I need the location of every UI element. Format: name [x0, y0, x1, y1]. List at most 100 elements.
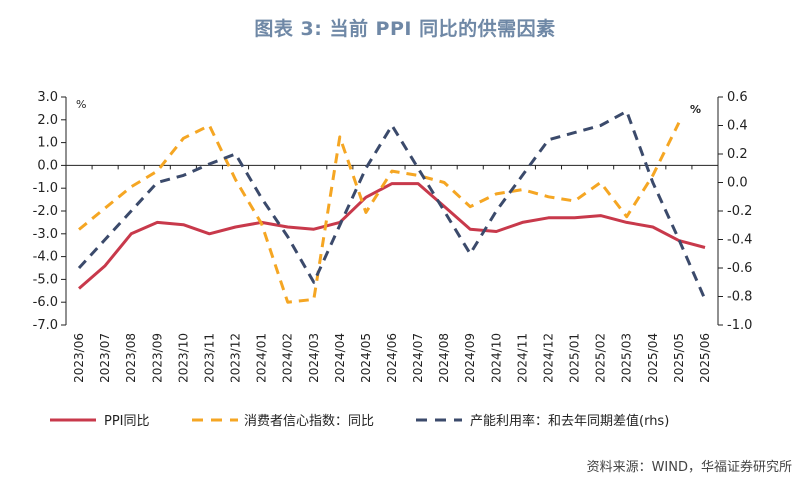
x-tick-label: 2023/10: [176, 333, 190, 383]
legend-label-3: 产能利用率：和去年同期差值(rhs): [470, 413, 669, 429]
series-3-point: [443, 210, 445, 212]
series-2-point: [104, 207, 106, 209]
series-2-point: [521, 188, 523, 190]
right-tick-label: 0.0: [727, 176, 748, 191]
series-3-point: [704, 298, 706, 300]
series-3-point: [260, 197, 262, 199]
x-tick-label: 2025/04: [646, 333, 660, 383]
series-1-point: [417, 182, 419, 184]
x-tick-label: 2024/03: [307, 333, 321, 383]
series-1-point: [130, 233, 132, 235]
right-tick-label: -0.4: [727, 233, 752, 248]
series-3-point: [547, 139, 549, 141]
series-3-point: [626, 110, 628, 112]
series-2-point: [547, 196, 549, 198]
series-1-point: [704, 246, 706, 248]
series-1-point: [626, 221, 628, 223]
left-tick-label: -7.0: [33, 318, 58, 333]
series-1-point: [313, 228, 315, 230]
series-2-point: [234, 178, 236, 180]
x-tick-label: 2024/07: [411, 333, 425, 383]
series-2-point: [208, 124, 210, 126]
x-tick-label: 2023/12: [229, 333, 243, 383]
series-line-2: [78, 122, 681, 304]
series-2-point: [365, 211, 367, 213]
x-tick-label: 2025/01: [568, 333, 582, 383]
x-tick-label: 2023/06: [72, 333, 86, 383]
series-2-point: [652, 174, 654, 176]
series-2-point: [626, 216, 628, 218]
series-1-point: [104, 265, 106, 267]
x-tick-label: 2024/12: [541, 333, 555, 383]
series-1-point: [365, 196, 367, 198]
series-1-point: [495, 230, 497, 232]
series-1-point: [573, 217, 575, 219]
x-tick-label: 2025/03: [620, 333, 634, 383]
x-tick-label: 2025/06: [698, 333, 712, 383]
x-tick-label: 2024/09: [463, 333, 477, 383]
series-1-point: [234, 226, 236, 228]
x-tick-label: 2023/11: [202, 333, 216, 383]
series-2-point: [599, 181, 601, 183]
legend-label-1: PPI同比: [104, 414, 150, 429]
left-tick-label: -1.0: [33, 181, 58, 196]
series-2-point: [443, 181, 445, 183]
left-tick-label: -5.0: [33, 272, 58, 287]
series-1-point: [208, 233, 210, 235]
series-line-1: [78, 182, 706, 290]
series-1-point: [599, 214, 601, 216]
left-tick-label: 1.0: [37, 136, 58, 151]
x-tick-label: 2023/08: [124, 333, 138, 383]
series-1-point: [469, 228, 471, 230]
right-unit-label: %: [690, 103, 701, 116]
x-tick-label: 2024/04: [333, 333, 347, 383]
series-3-point: [652, 181, 654, 183]
series-3-point: [156, 181, 158, 183]
series-1-point: [391, 182, 393, 184]
series-2-point: [130, 186, 132, 188]
series-2-point: [391, 170, 393, 172]
right-tick-label: -0.8: [727, 290, 752, 305]
series-1-point: [547, 217, 549, 219]
series-3-point: [365, 167, 367, 169]
right-tick-label: 0.2: [727, 147, 748, 162]
series-1-point: [156, 221, 158, 223]
right-tick-label: -1.0: [727, 318, 752, 333]
chart-title: 图表 3: 当前 PPI 同比的供需因素: [254, 18, 556, 40]
x-tick-label: 2024/06: [385, 333, 399, 383]
source-note: 资料来源：WIND，华福证券研究所: [586, 460, 792, 475]
left-tick-label: 0.0: [37, 158, 58, 173]
series-1-point: [286, 226, 288, 228]
right-tick-label: -0.6: [727, 261, 752, 276]
x-tick-label: 2025/02: [594, 333, 608, 383]
series-2-point: [313, 298, 315, 300]
x-tick-label: 2024/02: [281, 333, 295, 383]
series-2-point: [260, 223, 262, 225]
series-2-point: [573, 200, 575, 202]
x-tick-label: 2023/09: [150, 333, 164, 383]
x-tick-label: 2024/05: [359, 333, 373, 383]
legend: PPI同比 消费者信心指数：同比 产能利用率：和去年同期差值(rhs): [50, 413, 669, 429]
series-3-point: [495, 210, 497, 212]
x-tick-label: 2024/11: [515, 333, 529, 383]
series-3-point: [234, 153, 236, 155]
x-tick-label: 2025/05: [672, 333, 686, 383]
series-3-point: [391, 124, 393, 126]
series-2-point: [417, 174, 419, 176]
left-tick-label: 3.0: [37, 90, 58, 105]
left-tick-label: -2.0: [33, 204, 58, 219]
x-tick-label: 2024/01: [255, 333, 269, 383]
series-2-point: [678, 121, 680, 123]
series-2-point: [286, 301, 288, 303]
zero-baseline: [65, 164, 719, 170]
legend-label-2: 消费者信心指数：同比: [244, 414, 374, 429]
series-2-point: [469, 206, 471, 208]
series-1-point: [182, 223, 184, 225]
series-3-point: [104, 238, 106, 240]
series-3-point: [130, 210, 132, 212]
series-line-3: [77, 109, 707, 300]
series-3-point: [78, 267, 80, 269]
x-tick-label: 2024/10: [489, 333, 503, 383]
left-tick-label: 2.0: [37, 113, 58, 128]
